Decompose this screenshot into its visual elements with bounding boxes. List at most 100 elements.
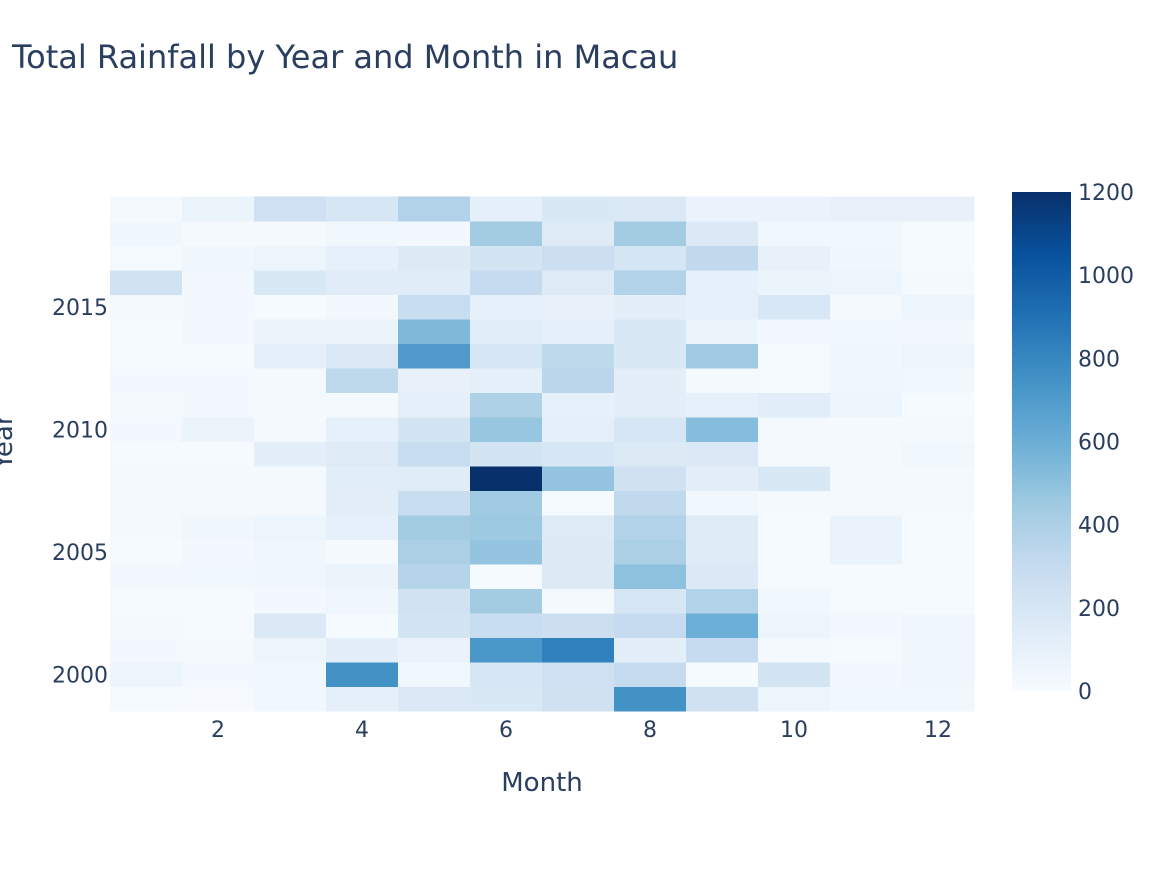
heatmap-cell	[542, 196, 615, 222]
heatmap-cell	[470, 466, 543, 491]
heatmap-cell	[398, 490, 471, 516]
heatmap-cell	[110, 221, 183, 246]
heatmap-cell	[614, 319, 687, 344]
heatmap-cell	[254, 343, 327, 369]
heatmap-cell	[254, 245, 327, 271]
colorbar-tick-label: 600	[1078, 431, 1120, 456]
heatmap-cell	[326, 319, 399, 344]
heatmap-cell	[758, 515, 831, 540]
heatmap-cell	[470, 221, 543, 246]
heatmap-cell	[470, 343, 543, 369]
heatmap-cell	[182, 343, 255, 369]
heatmap-cell	[182, 392, 255, 418]
heatmap-cell	[542, 221, 615, 246]
heatmap-cell	[614, 564, 687, 589]
heatmap-cell	[758, 319, 831, 344]
heatmap-cell	[398, 270, 471, 295]
colorbar-tick-label: 1200	[1078, 181, 1134, 206]
heatmap-cell	[326, 588, 399, 614]
colorbar-tick-label: 200	[1078, 597, 1120, 622]
y-tick-label: 2005	[52, 541, 108, 566]
heatmap-cell	[254, 539, 327, 565]
heatmap-cell	[254, 417, 327, 442]
heatmap-cell	[182, 294, 255, 320]
colorbar-tick-label: 400	[1078, 514, 1120, 539]
heatmap-cell	[830, 270, 903, 295]
heatmap-cell	[614, 441, 687, 467]
heatmap-cell	[398, 613, 471, 638]
heatmap-cell	[614, 368, 687, 393]
heatmap-cell	[830, 196, 903, 222]
heatmap-cell	[254, 490, 327, 516]
heatmap-cell	[758, 441, 831, 467]
heatmap-cell	[182, 466, 255, 491]
heatmap-cell	[614, 466, 687, 491]
heatmap-cell	[398, 637, 471, 663]
heatmap-cell	[326, 196, 399, 222]
chart-title: Total Rainfall by Year and Month in Maca…	[12, 38, 679, 76]
heatmap-cell	[614, 392, 687, 418]
colorbar-tick-label: 1000	[1078, 264, 1134, 289]
heatmap-cell	[686, 466, 759, 491]
heatmap-cell	[758, 662, 831, 687]
heatmap-cell	[542, 637, 615, 663]
heatmap-cell	[326, 564, 399, 589]
heatmap-cell	[758, 588, 831, 614]
colorbar	[1012, 192, 1071, 691]
heatmap-cell	[182, 245, 255, 271]
heatmap-cell	[326, 245, 399, 271]
heatmap-cell	[758, 637, 831, 663]
heatmap-cell	[398, 686, 471, 712]
y-axis-ticks: 2000 2005 2010 2015	[52, 296, 108, 689]
heatmap-cell	[470, 319, 543, 344]
heatmap-cell	[182, 319, 255, 344]
heatmap-cell	[470, 662, 543, 687]
heatmap-cell	[398, 221, 471, 246]
heatmap-cell	[110, 466, 183, 491]
heatmap-cell	[542, 613, 615, 638]
heatmap-cell	[830, 564, 903, 589]
heatmap-cell	[110, 613, 183, 638]
heatmap-cell	[542, 343, 615, 369]
heatmap-cell	[182, 441, 255, 467]
heatmap-cell	[182, 637, 255, 663]
heatmap-cell	[758, 564, 831, 589]
heatmap-cell	[830, 686, 903, 712]
heatmap-cell	[686, 588, 759, 614]
heatmap-cell	[326, 441, 399, 467]
heatmap-cell	[182, 196, 255, 222]
heatmap-cell	[902, 686, 975, 712]
heatmap-cell	[254, 270, 327, 295]
heatmap-cell	[686, 613, 759, 638]
heatmap-cell	[686, 539, 759, 565]
heatmap-cell	[326, 270, 399, 295]
x-tick-label: 8	[643, 718, 657, 743]
heatmap-cell	[326, 613, 399, 638]
heatmap-cell	[398, 539, 471, 565]
heatmap-cell	[902, 466, 975, 491]
heatmap-cell	[902, 564, 975, 589]
heatmap-cell	[110, 343, 183, 369]
heatmap-cell	[686, 270, 759, 295]
heatmap-cell	[902, 196, 975, 222]
heatmap-cell	[182, 564, 255, 589]
heatmap-cell	[398, 368, 471, 393]
heatmap-cell	[902, 515, 975, 540]
heatmap-cell	[470, 294, 543, 320]
heatmap-cell	[110, 539, 183, 565]
heatmap-cell	[542, 662, 615, 687]
heatmap-cell	[902, 392, 975, 418]
heatmap-cell	[758, 221, 831, 246]
heatmap-cell	[758, 270, 831, 295]
heatmap-cell	[830, 539, 903, 565]
heatmap-cell	[110, 662, 183, 687]
heatmap-cell	[614, 490, 687, 516]
heatmap-cell	[182, 515, 255, 540]
heatmap-cell	[902, 613, 975, 638]
heatmap-cell	[542, 270, 615, 295]
heatmap-cell	[614, 637, 687, 663]
heatmap-cell	[686, 368, 759, 393]
heatmap-cell	[110, 245, 183, 271]
heatmap-cell	[830, 441, 903, 467]
heatmap-cell	[614, 686, 687, 712]
